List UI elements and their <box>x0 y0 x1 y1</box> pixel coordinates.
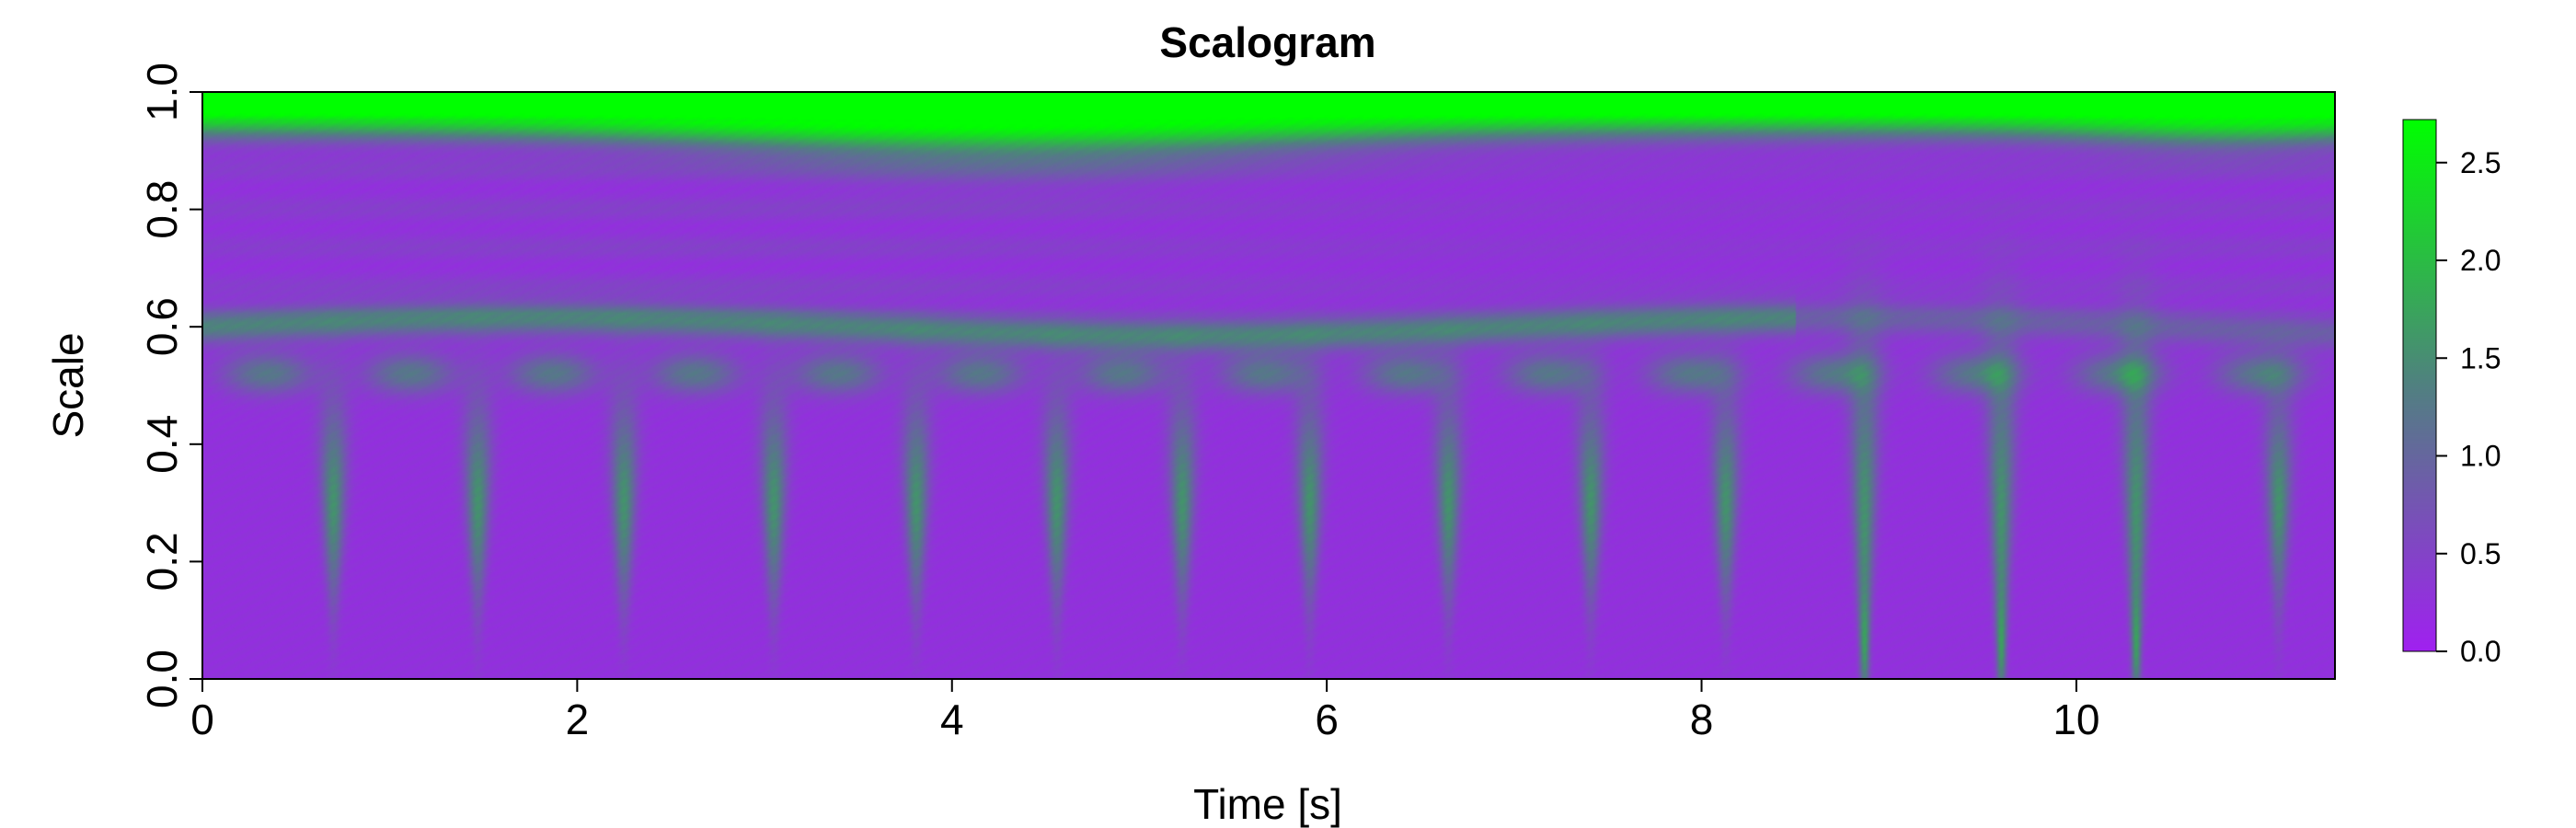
y-tick-label: 0.6 <box>138 297 186 356</box>
colorbar-tick-label: 0.0 <box>2460 635 2501 668</box>
y-tick-label: 0.8 <box>138 180 186 239</box>
y-axis-label: Scale <box>44 332 92 438</box>
x-axis: 0 2 4 6 8 10 <box>190 678 2099 743</box>
colorbar: 0.0 0.5 1.0 1.5 2.0 2.5 <box>2402 119 2501 668</box>
colorbar-tick-label: 1.5 <box>2460 341 2501 374</box>
y-tick-label: 0.4 <box>138 415 186 474</box>
y-tick-label: 0.2 <box>138 532 186 591</box>
x-tick-label: 0 <box>190 696 214 743</box>
y-axis: 0.0 0.2 0.4 0.6 0.8 1.0 <box>138 63 203 708</box>
y-tick-label: 0.0 <box>138 650 186 708</box>
heatmap-image <box>202 92 2335 679</box>
colorbar-gradient <box>2402 119 2437 652</box>
colorbar-tick-label: 0.5 <box>2460 537 2501 570</box>
colorbar-tick-label: 2.0 <box>2460 244 2501 277</box>
heatmap-canvas-container <box>202 92 2335 679</box>
heatmap-plot-area <box>201 91 2336 680</box>
x-tick-label: 4 <box>940 696 964 743</box>
x-tick-label: 2 <box>566 696 590 743</box>
colorbar-ticks: 0.0 0.5 1.0 1.5 2.0 2.5 <box>2436 146 2501 668</box>
x-tick-label: 8 <box>1690 696 1714 743</box>
colorbar-tick-label: 2.5 <box>2460 146 2501 179</box>
y-tick-label: 1.0 <box>138 63 186 121</box>
x-tick-label: 10 <box>2053 696 2099 743</box>
colorbar-tick-label: 1.0 <box>2460 440 2501 473</box>
x-axis-label: Time [s] <box>1193 780 1342 828</box>
x-tick-label: 6 <box>1315 696 1339 743</box>
chart-title: Scalogram <box>1159 18 1375 66</box>
